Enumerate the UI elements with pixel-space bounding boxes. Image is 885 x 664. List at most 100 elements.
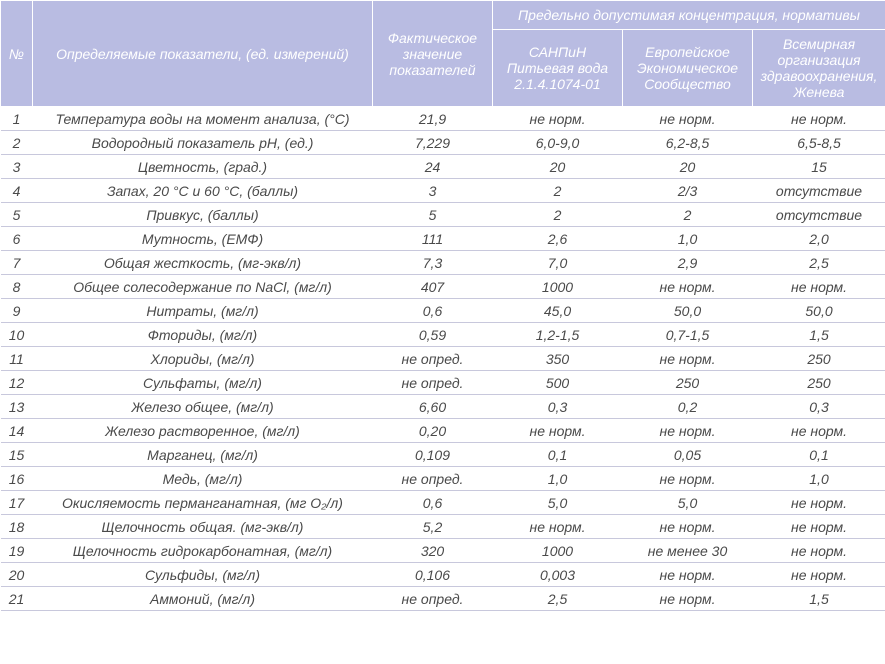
row-eec: не менее 30: [623, 539, 753, 563]
row-sanpin: 20: [493, 155, 623, 179]
row-eec: не норм.: [623, 347, 753, 371]
row-eec: не норм.: [623, 563, 753, 587]
row-actual: 0,20: [373, 419, 493, 443]
row-eec: 1,0: [623, 227, 753, 251]
row-who: не норм.: [753, 563, 885, 587]
table-row: 7Общая жесткость, (мг-экв/л)7,37,02,92,5: [1, 251, 885, 275]
row-actual: 320: [373, 539, 493, 563]
row-param: Водородный показатель pH, (ед.): [33, 131, 373, 155]
row-actual: не опред.: [373, 347, 493, 371]
row-who: не норм.: [753, 107, 885, 131]
row-num: 14: [1, 419, 33, 443]
row-sanpin: 7,0: [493, 251, 623, 275]
row-num: 13: [1, 395, 33, 419]
row-num: 16: [1, 467, 33, 491]
row-who: 15: [753, 155, 885, 179]
table-row: 11Хлориды, (мг/л)не опред.350не норм.250: [1, 347, 885, 371]
row-num: 19: [1, 539, 33, 563]
row-num: 6: [1, 227, 33, 251]
row-num: 10: [1, 323, 33, 347]
row-actual: не опред.: [373, 371, 493, 395]
row-num: 8: [1, 275, 33, 299]
row-num: 11: [1, 347, 33, 371]
row-who: 50,0: [753, 299, 885, 323]
row-eec: 6,2-8,5: [623, 131, 753, 155]
water-quality-table: № Определяемые показатели, (ед. измерени…: [0, 0, 885, 611]
header-param: Определяемые показатели, (ед. измерений): [33, 1, 373, 107]
row-sanpin: 1000: [493, 275, 623, 299]
row-sanpin: 1000: [493, 539, 623, 563]
row-actual: 407: [373, 275, 493, 299]
table-row: 18Щелочность общая. (мг-экв/л)5,2не норм…: [1, 515, 885, 539]
row-actual: 7,229: [373, 131, 493, 155]
row-who: не норм.: [753, 419, 885, 443]
row-param: Температура воды на момент анализа, (°C): [33, 107, 373, 131]
row-eec: 5,0: [623, 491, 753, 515]
table-row: 12Сульфаты, (мг/л)не опред.500250250: [1, 371, 885, 395]
row-actual: 111: [373, 227, 493, 251]
row-who: не норм.: [753, 539, 885, 563]
row-eec: не норм.: [623, 467, 753, 491]
row-num: 18: [1, 515, 33, 539]
row-num: 5: [1, 203, 33, 227]
row-actual: 6,60: [373, 395, 493, 419]
table-body: 1Температура воды на момент анализа, (°C…: [1, 107, 885, 611]
row-who: не норм.: [753, 515, 885, 539]
row-eec: 2,9: [623, 251, 753, 275]
row-sanpin: 2: [493, 179, 623, 203]
row-num: 17: [1, 491, 33, 515]
row-param: Окисляемость перманганатная, (мг O₂/л): [33, 491, 373, 515]
row-sanpin: 350: [493, 347, 623, 371]
row-who: 1,5: [753, 587, 885, 611]
row-param: Железо общее, (мг/л): [33, 395, 373, 419]
row-who: не норм.: [753, 491, 885, 515]
row-param: Хлориды, (мг/л): [33, 347, 373, 371]
row-actual: не опред.: [373, 587, 493, 611]
row-param: Фториды, (мг/л): [33, 323, 373, 347]
row-who: 6,5-8,5: [753, 131, 885, 155]
row-num: 7: [1, 251, 33, 275]
row-eec: 50,0: [623, 299, 753, 323]
row-who: отсутствие: [753, 179, 885, 203]
row-who: 250: [753, 347, 885, 371]
row-num: 20: [1, 563, 33, 587]
row-actual: 24: [373, 155, 493, 179]
table-row: 3Цветность, (град.)24202015: [1, 155, 885, 179]
row-param: Привкус, (баллы): [33, 203, 373, 227]
row-sanpin: 500: [493, 371, 623, 395]
row-actual: 5: [373, 203, 493, 227]
table-row: 13Железо общее, (мг/л)6,600,30,20,3: [1, 395, 885, 419]
row-eec: 0,05: [623, 443, 753, 467]
row-actual: 0,106: [373, 563, 493, 587]
table-row: 2Водородный показатель pH, (ед.)7,2296,0…: [1, 131, 885, 155]
row-sanpin: 0,3: [493, 395, 623, 419]
table-row: 17Окисляемость перманганатная, (мг O₂/л)…: [1, 491, 885, 515]
header-who: Всемирная организация здравоохранения, Ж…: [753, 30, 885, 107]
row-who: не норм.: [753, 275, 885, 299]
row-num: 4: [1, 179, 33, 203]
table-row: 9Нитраты, (мг/л)0,645,050,050,0: [1, 299, 885, 323]
row-param: Сульфиды, (мг/л): [33, 563, 373, 587]
row-param: Сульфаты, (мг/л): [33, 371, 373, 395]
row-sanpin: 0,003: [493, 563, 623, 587]
row-eec: не норм.: [623, 587, 753, 611]
row-sanpin: 2: [493, 203, 623, 227]
row-actual: 0,6: [373, 299, 493, 323]
row-num: 12: [1, 371, 33, 395]
row-sanpin: не норм.: [493, 107, 623, 131]
row-actual: 21,9: [373, 107, 493, 131]
row-param: Медь, (мг/л): [33, 467, 373, 491]
row-actual: 0,6: [373, 491, 493, 515]
row-param: Аммоний, (мг/л): [33, 587, 373, 611]
row-num: 21: [1, 587, 33, 611]
row-eec: не норм.: [623, 419, 753, 443]
row-param: Щелочность гидрокарбонатная, (мг/л): [33, 539, 373, 563]
row-param: Общая жесткость, (мг-экв/л): [33, 251, 373, 275]
header-num: №: [1, 1, 33, 107]
header-sanpin: САНПиН Питьевая вода 2.1.4.1074-01: [493, 30, 623, 107]
table-row: 15Марганец, (мг/л)0,1090,10,050,1: [1, 443, 885, 467]
header-eec: Европейское Экономическое Сообщество: [623, 30, 753, 107]
row-sanpin: 5,0: [493, 491, 623, 515]
header-actual: Фактическое значение показателей: [373, 1, 493, 107]
row-actual: 3: [373, 179, 493, 203]
